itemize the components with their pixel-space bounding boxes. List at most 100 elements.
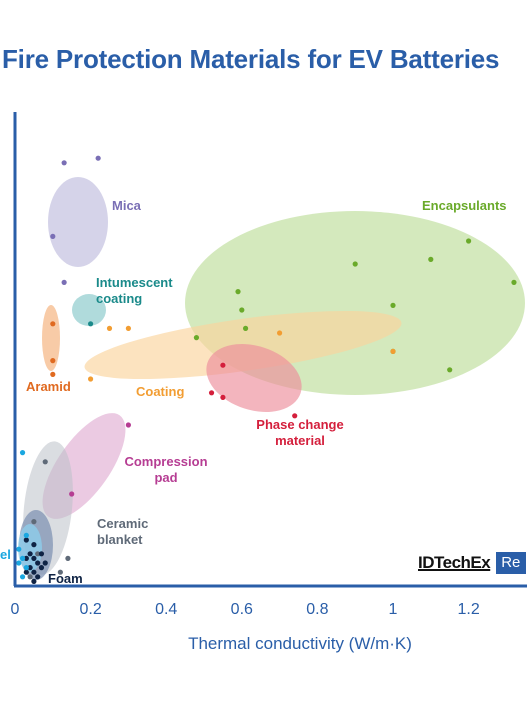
foam-point	[31, 542, 37, 548]
aramid-point	[50, 371, 56, 377]
coating-label: Coating	[136, 384, 184, 399]
encapsulants-point	[428, 256, 434, 262]
intumescent-coating-label: Intumescent coating	[96, 275, 173, 306]
foam-point	[27, 565, 33, 571]
phase-change-material-label-line: material	[275, 433, 325, 448]
phase-change-material-label-line: Phase change	[256, 417, 343, 432]
encapsulants-label: Encapsulants	[422, 198, 507, 213]
chart-title: Fire Protection Materials for EV Batteri…	[2, 44, 500, 74]
foam-point	[31, 555, 37, 562]
foam-point	[31, 569, 37, 575]
aramid-label-line: Aramid	[26, 379, 71, 394]
foam-point	[38, 565, 45, 571]
mica-point	[50, 233, 56, 239]
aerogel-point	[23, 532, 29, 539]
phase-change-material-point	[208, 390, 215, 396]
ceramic-blanket-point	[31, 519, 37, 525]
coating-point	[277, 330, 283, 336]
foam-point	[23, 569, 29, 575]
x-tick-label: 0.2	[79, 601, 101, 618]
x-tick-label: 0	[11, 601, 20, 618]
compression-pad-point	[125, 422, 131, 428]
mica-label: Mica	[112, 198, 142, 213]
encapsulants-point	[235, 289, 241, 295]
aerogel-point	[16, 546, 22, 552]
foam-point	[38, 551, 45, 557]
coating-label-line: Coating	[136, 384, 184, 399]
compression-pad-label: Compression pad	[124, 454, 207, 485]
encapsulants-point	[511, 279, 517, 285]
ceramic-blanket-point	[27, 574, 33, 580]
phase-change-material-point	[220, 394, 226, 400]
phase-change-material-point	[292, 413, 298, 419]
mica-point	[61, 279, 67, 285]
foam-label-line: Foam	[48, 571, 83, 586]
encapsulants-point	[193, 335, 200, 341]
intumescent-coating-label-line: Intumescent	[96, 275, 173, 290]
aerogel-label-line: el	[0, 547, 11, 562]
coating-point	[88, 376, 94, 382]
compression-pad-point	[69, 491, 75, 497]
aramid-point	[50, 321, 56, 327]
foam-label: Foam	[48, 571, 83, 586]
aerogel-point	[19, 555, 26, 562]
aerogel-point	[19, 450, 26, 456]
x-axis-label: Thermal conductivity (W/m·K)	[188, 634, 412, 653]
x-tick-label: 1.2	[457, 601, 479, 618]
foam-point	[23, 555, 29, 562]
compression-pad-label-line: Compression	[124, 454, 207, 469]
mica-point	[95, 155, 101, 161]
coating-point	[106, 325, 113, 331]
ceramic-blanket-point	[57, 569, 63, 575]
x-tick-label: 0.8	[306, 601, 328, 618]
aerogel-point	[16, 560, 22, 566]
encapsulants-point	[239, 307, 245, 313]
coating-point	[125, 325, 131, 331]
aramid-cluster	[42, 305, 60, 371]
brand-logo: IDTechEx Re	[418, 552, 527, 574]
encapsulants-point	[466, 238, 472, 244]
compression-pad-label-line: pad	[154, 470, 177, 485]
cluster-ellipses	[18, 177, 525, 580]
foam-point	[23, 537, 29, 543]
intumescent-coating-point	[88, 321, 94, 327]
x-tick-labels: 0 0.2 0.4 0.6 0.8 1 1.2	[11, 601, 480, 618]
brand-tag: Re	[496, 552, 527, 574]
aramid-label: Aramid	[26, 379, 71, 394]
ceramic-blanket-label: Ceramic blanket	[97, 516, 148, 547]
x-tick-label: 1	[389, 601, 398, 618]
aerogel-point	[19, 574, 26, 580]
intumescent-coating-cluster	[72, 294, 106, 326]
series-labels: Encapsulants Mica Intumescent coating Aramid…	[0, 198, 507, 586]
intumescent-coating-label-line: coating	[96, 291, 142, 306]
data-points	[16, 155, 517, 585]
coating-point	[390, 348, 396, 354]
mica-label-line: Mica	[112, 198, 142, 213]
x-tick-label: 0.6	[231, 601, 253, 618]
ceramic-blanket-point	[65, 555, 71, 562]
phase-change-material-label: Phase change material	[256, 417, 343, 448]
encapsulants-point	[390, 302, 396, 308]
encapsulants-point	[447, 367, 453, 373]
aerogel-point	[23, 565, 29, 571]
ceramic-blanket-point	[35, 551, 41, 557]
ceramic-blanket-label-line: blanket	[97, 532, 143, 547]
foam-point	[31, 578, 37, 585]
encapsulants-point	[352, 261, 358, 267]
brand-name: IDTechEx	[418, 553, 491, 572]
aramid-point	[50, 358, 56, 364]
phase-change-material-point	[220, 362, 226, 368]
x-tick-label: 0.4	[155, 601, 177, 618]
encapsulants-label-line: Encapsulants	[422, 198, 507, 213]
aerogel-label: el	[0, 547, 11, 562]
foam-point	[35, 560, 41, 566]
foam-point	[42, 560, 48, 566]
mica-point	[61, 160, 67, 166]
ceramic-blanket-point	[42, 459, 48, 465]
ceramic-blanket-label-line: Ceramic	[97, 516, 148, 531]
foam-point	[27, 551, 33, 557]
foam-point	[35, 574, 41, 580]
phase-change-material-cluster	[206, 344, 302, 412]
mica-cluster	[48, 177, 108, 267]
